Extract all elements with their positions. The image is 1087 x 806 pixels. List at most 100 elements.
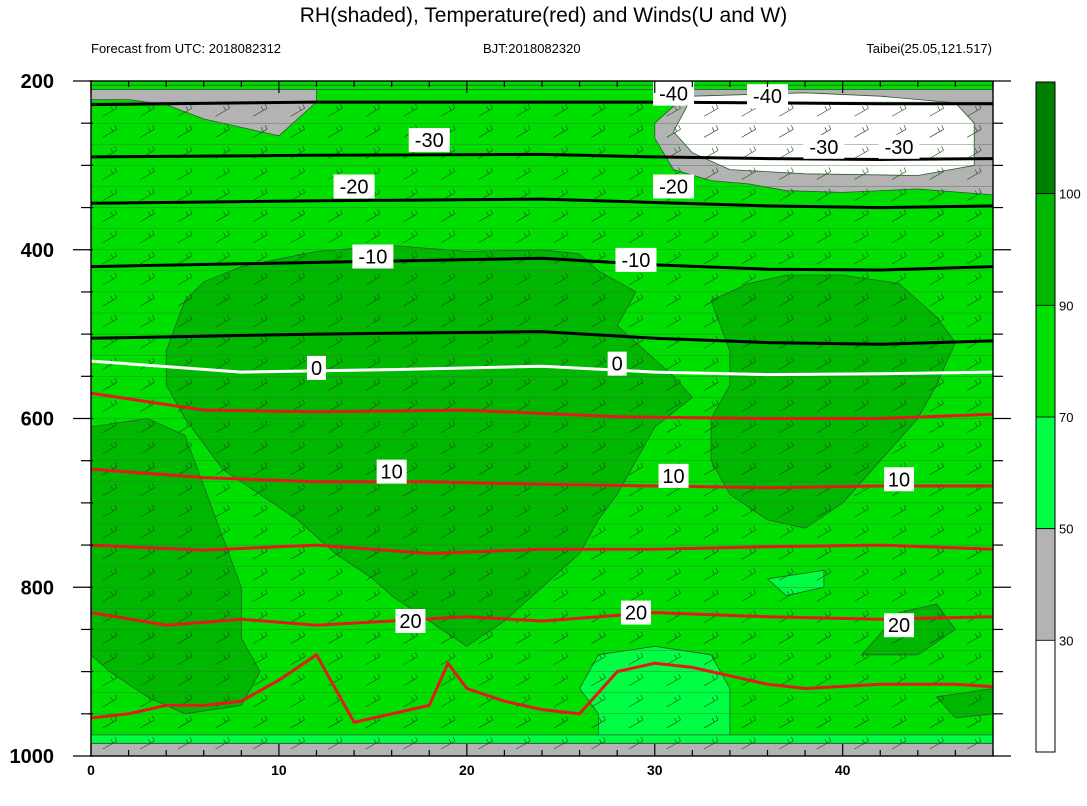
wind-barb: [779, 357, 794, 370]
wind-barb: [290, 610, 305, 623]
wind-barb: [328, 462, 343, 476]
isotherm-line: [91, 359, 993, 377]
wind-barb: [741, 167, 756, 180]
wind-barb: [779, 188, 794, 201]
colorbar-box: [1035, 416, 1056, 530]
wind-barb: [440, 736, 456, 750]
wind-barb: [516, 420, 531, 433]
wind-barb: [929, 736, 944, 750]
wind-barb: [478, 167, 493, 180]
wind-barb: [290, 736, 305, 750]
wind-barb: [816, 251, 832, 265]
svg-text:-30: -30: [809, 137, 838, 159]
wind-barb: [591, 504, 606, 518]
wind-barb: [290, 462, 305, 476]
wind-barb: [628, 568, 644, 581]
wind-barb: [516, 167, 531, 180]
wind-barb: [516, 462, 531, 476]
wind-barb: [779, 462, 794, 476]
colorbar-label: 100: [1059, 187, 1081, 202]
wind-barb: [854, 504, 869, 518]
wind-barb: [403, 420, 418, 433]
wind-barb: [816, 230, 832, 244]
wind-barb: [553, 125, 569, 138]
wind-barb: [591, 104, 606, 117]
wind-barb: [215, 652, 230, 665]
wind-barb: [140, 420, 155, 433]
wind-barb: [553, 715, 569, 729]
wind-barb: [328, 652, 343, 665]
colorbar-label: 90: [1059, 298, 1073, 313]
colorbar-box: [1035, 304, 1056, 418]
wind-barb: [591, 420, 606, 433]
wind-barb: [365, 336, 381, 349]
wind-barb: [252, 568, 268, 581]
wind-barb: [365, 357, 381, 370]
wind-barb: [290, 293, 305, 307]
wind-barb: [215, 420, 230, 433]
wind-barb: [516, 568, 531, 581]
wind-barb: [440, 694, 456, 708]
wind-barb: [854, 568, 869, 581]
wind-barb: [741, 589, 756, 602]
wind-barb: [177, 610, 193, 623]
wind-barb: [666, 357, 681, 370]
y-tick-label: 200: [21, 71, 54, 93]
wind-barb: [177, 293, 193, 307]
wind-barb: [553, 378, 569, 391]
wind-barb: [516, 209, 531, 222]
forecast-time-label: Forecast from UTC: 2018082312: [91, 41, 282, 56]
wind-barb: [553, 568, 569, 581]
wind-barb: [779, 525, 794, 539]
wind-barb: [290, 167, 305, 180]
wind-barb: [140, 188, 155, 201]
wind-barb: [290, 104, 305, 117]
wind-barb: [215, 736, 230, 750]
wind-barb: [177, 125, 193, 138]
wind-barb: [553, 167, 569, 180]
svg-text:-30: -30: [415, 130, 444, 152]
wind-barb: [478, 652, 493, 665]
y-tick-label: 800: [21, 577, 54, 599]
wind-barb: [440, 336, 456, 349]
wind-barb: [816, 357, 832, 370]
wind-barb: [553, 589, 569, 602]
wind-barb: [854, 272, 869, 286]
wind-barb: [102, 652, 118, 665]
wind-barb: [177, 673, 193, 687]
wind-barb: [967, 589, 982, 602]
wind-barb: [929, 272, 944, 286]
svg-text:-20: -20: [659, 176, 688, 198]
wind-barb: [215, 167, 230, 180]
wind-barb: [666, 694, 681, 708]
wind-barb: [290, 441, 305, 454]
chart-title: RH(shaded), Temperature(red) and Winds(U…: [299, 4, 788, 27]
wind-barb: [703, 125, 719, 138]
wind-barb: [703, 104, 719, 117]
wind-barb: [703, 293, 719, 307]
wind-barb: [816, 631, 832, 644]
wind-barb: [328, 736, 343, 750]
isotherm-line: [91, 653, 993, 724]
wind-barb: [553, 631, 569, 644]
wind-barb: [891, 251, 907, 265]
wind-barb: [328, 589, 343, 602]
wind-barb: [891, 441, 907, 454]
wind-barb: [628, 209, 644, 222]
wind-barb: [478, 293, 493, 307]
wind-barb: [929, 167, 944, 180]
wind-barb: [703, 315, 719, 328]
wind-barb: [816, 673, 832, 687]
wind-barb: [891, 652, 907, 665]
wind-barb: [591, 378, 606, 391]
isotherm-label: -30: [878, 134, 920, 159]
wind-barb: [891, 420, 907, 433]
wind-barb: [891, 399, 907, 412]
wind-barb: [816, 652, 832, 665]
wind-barb: [478, 525, 493, 539]
wind-barb: [816, 504, 832, 518]
wind-barb: [816, 736, 832, 750]
wind-barb: [102, 315, 118, 328]
wind-barb: [929, 146, 944, 159]
wind-barb: [779, 694, 794, 708]
